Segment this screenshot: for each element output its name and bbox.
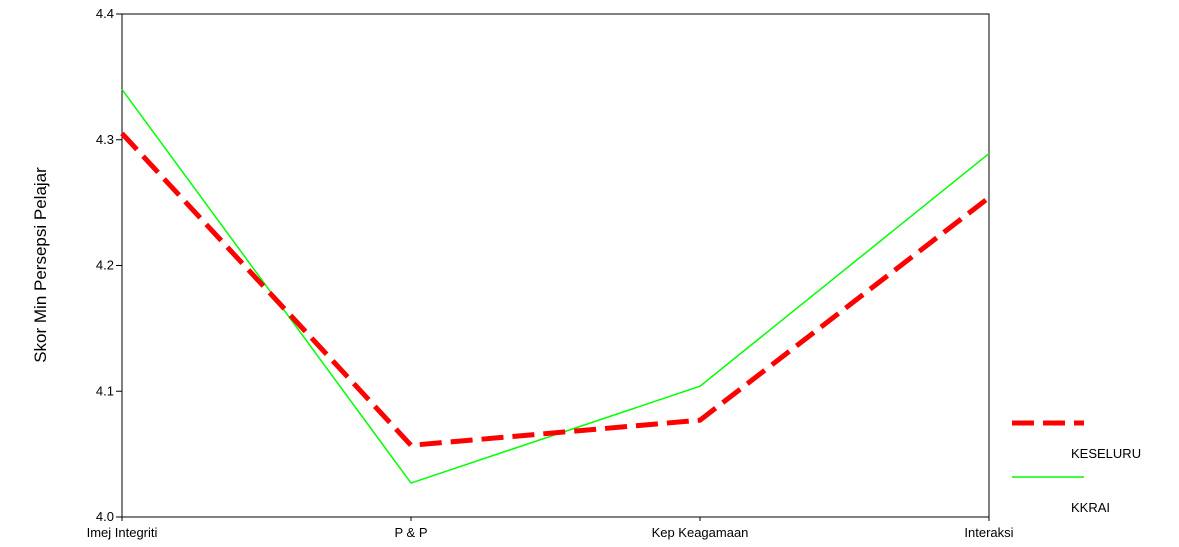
y-tick-label: 4.4: [96, 6, 114, 21]
x-tick-label: P & P: [394, 525, 427, 540]
y-tick-label: 4.1: [96, 383, 114, 398]
series-layer: [120, 89, 991, 484]
series-line-kkrai: [121, 89, 990, 484]
x-tick-label: Kep Keagamaan: [652, 525, 749, 540]
x-tick-label: Imej Integriti: [87, 525, 158, 540]
legend-label: KESELURU: [1071, 446, 1141, 461]
x-tick-label: Interaksi: [964, 525, 1013, 540]
x-axis: Imej Integriti P & P Kep Keagamaan Interaks…: [87, 517, 1014, 540]
y-tick-label: 4.3: [96, 132, 114, 147]
series-line-keseluru: [120, 131, 991, 448]
y-tick-label: 4.0: [96, 509, 114, 524]
legend-label: KKRAI: [1071, 500, 1110, 515]
y-axis-label: Skor Min Persepsi Pelajar: [31, 167, 50, 363]
y-tick-label: 4.2: [96, 258, 114, 273]
y-axis: 4.0 4.1 4.2 4.3 4.4: [96, 6, 122, 524]
legend: KESELURU KKRAI: [1012, 420, 1141, 515]
